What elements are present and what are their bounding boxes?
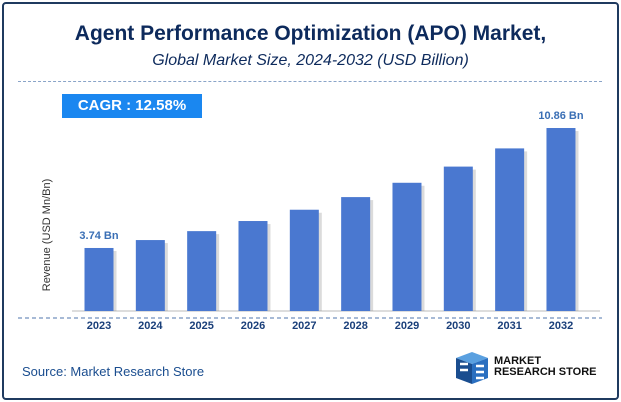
bar-2032 bbox=[546, 128, 576, 311]
x-tick-label: 2031 bbox=[497, 320, 521, 332]
bar-2028 bbox=[341, 197, 371, 311]
bar-2023 bbox=[84, 247, 114, 311]
logo-line1: MARKET bbox=[494, 355, 542, 367]
bar-2029 bbox=[392, 182, 422, 311]
bar-2031 bbox=[495, 148, 525, 311]
market-research-store-logo bbox=[456, 352, 488, 384]
chart-subtitle: Global Market Size, 2024-2032 (USD Billi… bbox=[152, 52, 469, 69]
top-divider bbox=[18, 81, 602, 82]
x-tick-label: 2025 bbox=[189, 320, 213, 332]
logo-line2: RESEARCH STORE bbox=[494, 366, 597, 378]
source-text: Source: Market Research Store bbox=[22, 364, 205, 379]
x-tick-label: 2032 bbox=[549, 320, 573, 332]
data-label: 3.74 Bn bbox=[79, 230, 118, 242]
x-tick-label: 2026 bbox=[241, 320, 265, 332]
bar-2030 bbox=[443, 166, 473, 311]
x-tick-label: 2027 bbox=[292, 320, 316, 332]
bar-2025 bbox=[187, 231, 217, 311]
x-tick-label: 2024 bbox=[138, 320, 163, 332]
x-tick-label: 2029 bbox=[395, 320, 419, 332]
x-tick-label: 2023 bbox=[87, 320, 111, 332]
data-label: 10.86 Bn bbox=[538, 110, 584, 122]
x-tick-label: 2028 bbox=[343, 320, 367, 332]
x-tick-label: 2030 bbox=[446, 320, 470, 332]
bar-2024 bbox=[135, 240, 165, 311]
logo-text: MARKET RESEARCH STORE bbox=[494, 356, 596, 378]
chart-title: Agent Performance Optimization (APO) Mar… bbox=[74, 22, 547, 45]
cagr-badge: CAGR : 12.58% bbox=[62, 94, 202, 118]
bar-2026 bbox=[238, 221, 268, 311]
bar-2027 bbox=[289, 209, 319, 311]
